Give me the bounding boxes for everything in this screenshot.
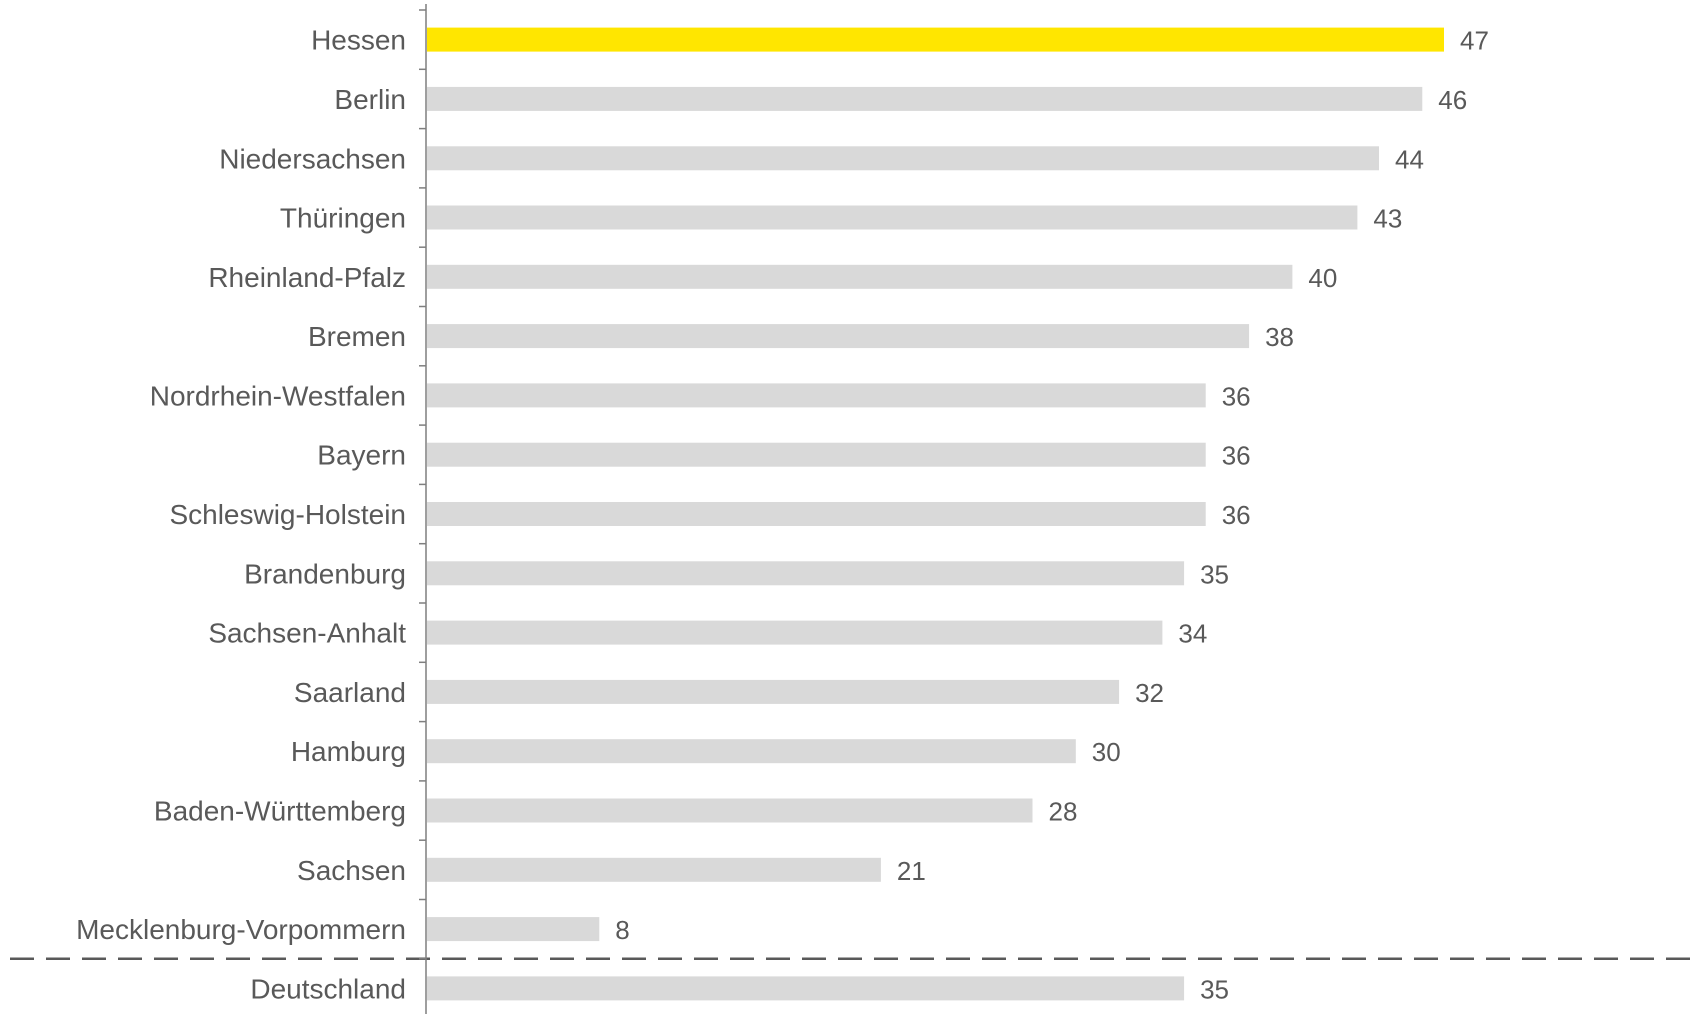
data-label-hamburg: 30 xyxy=(1092,737,1121,767)
data-label-thueringen: 43 xyxy=(1373,204,1402,234)
category-label-sachsen-anhalt: Sachsen-Anhalt xyxy=(208,618,406,649)
category-label-saarland: Saarland xyxy=(294,677,406,708)
data-label-sachsen: 21 xyxy=(897,856,926,886)
data-label-saarland: 32 xyxy=(1135,678,1164,708)
bar-mecklenburg-vorpommern xyxy=(427,917,600,942)
data-label-sachsen-anhalt: 34 xyxy=(1178,619,1207,649)
bar-thueringen xyxy=(427,205,1358,230)
category-labels-group: Hessen Berlin Niedersachsen Thüringen Rheinl… xyxy=(76,25,406,1005)
category-label-mecklenburg-vorpommern: Mecklenburg-Vorpommern xyxy=(76,914,406,945)
bar-bayern xyxy=(427,442,1206,467)
data-label-berlin: 46 xyxy=(1438,85,1467,115)
data-label-bayern: 36 xyxy=(1222,441,1251,471)
data-label-schleswig-holstein: 36 xyxy=(1222,500,1251,530)
bar-bremen xyxy=(427,324,1250,349)
bar-rheinland-pfalz xyxy=(427,264,1293,289)
category-label-deutschland: Deutschland xyxy=(250,973,406,1004)
bar-nordrhein-westfalen xyxy=(427,383,1206,408)
bar-hamburg xyxy=(427,739,1076,764)
bar-niedersachsen xyxy=(427,146,1379,171)
category-label-berlin: Berlin xyxy=(334,84,406,115)
category-label-hessen: Hessen xyxy=(311,25,406,56)
y-axis-group xyxy=(419,4,427,1014)
data-label-deutschland: 35 xyxy=(1200,974,1229,1004)
category-label-brandenburg: Brandenburg xyxy=(244,558,406,589)
bar-sachsen-anhalt xyxy=(427,620,1163,645)
category-label-sachsen: Sachsen xyxy=(297,855,406,886)
category-label-bremen: Bremen xyxy=(308,321,406,352)
bars-group xyxy=(427,27,1444,1001)
bar-schleswig-holstein xyxy=(427,502,1206,526)
bar-saarland xyxy=(427,679,1120,704)
category-label-thueringen: Thüringen xyxy=(280,203,406,234)
data-label-rheinland-pfalz: 40 xyxy=(1308,263,1337,293)
value-labels-group: 47 46 44 43 40 38 36 36 36 35 34 32 30 28 21 8 35 xyxy=(615,26,1489,1005)
data-label-baden-wuerttemberg: 28 xyxy=(1049,797,1078,827)
category-label-niedersachsen: Niedersachsen xyxy=(219,143,406,174)
bar-deutschland xyxy=(427,976,1185,1001)
category-label-rheinland-pfalz: Rheinland-Pfalz xyxy=(208,262,406,293)
category-label-schleswig-holstein: Schleswig-Holstein xyxy=(169,499,406,530)
bar-berlin xyxy=(427,86,1423,111)
category-label-baden-wuerttemberg: Baden-Württemberg xyxy=(154,796,406,827)
category-label-bayern: Bayern xyxy=(317,440,406,471)
data-label-nordrhein-westfalen: 36 xyxy=(1222,381,1251,411)
bar-baden-wuerttemberg xyxy=(427,798,1033,823)
data-label-niedersachsen: 44 xyxy=(1395,144,1424,174)
data-label-bremen: 38 xyxy=(1265,322,1294,352)
data-label-hessen: 47 xyxy=(1460,26,1489,56)
category-label-hamburg: Hamburg xyxy=(291,736,406,767)
bar-hessen xyxy=(427,27,1444,52)
bar-sachsen xyxy=(427,857,881,882)
category-label-nordrhein-westfalen: Nordrhein-Westfalen xyxy=(150,380,406,411)
data-label-brandenburg: 35 xyxy=(1200,559,1229,589)
data-label-mecklenburg-vorpommern: 8 xyxy=(615,915,629,945)
bar-brandenburg xyxy=(427,561,1185,586)
